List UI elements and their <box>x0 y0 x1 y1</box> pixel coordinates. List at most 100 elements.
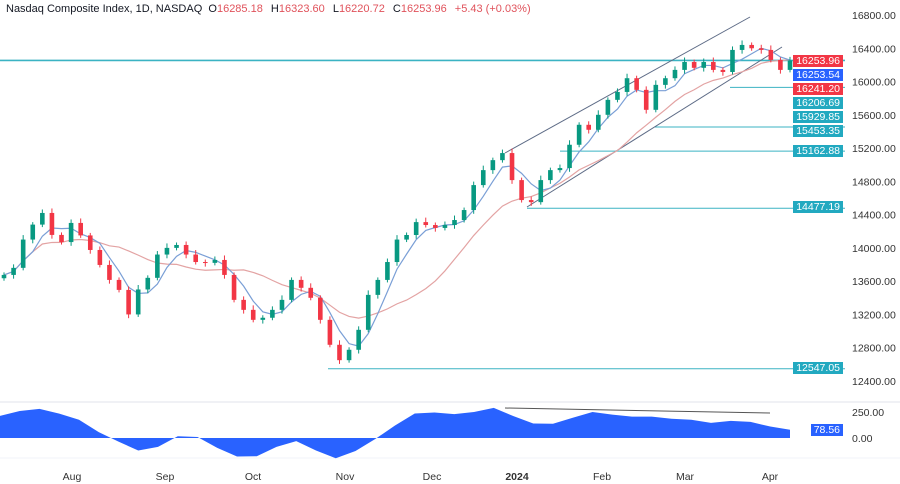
candle-body <box>548 170 553 181</box>
price-tick-label: 13600.00 <box>852 276 896 288</box>
candle <box>548 167 553 184</box>
candle <box>222 255 227 279</box>
candle <box>509 148 515 184</box>
candle-body <box>135 289 141 315</box>
candle <box>682 57 687 74</box>
price-tick-label: 12400.00 <box>852 376 896 388</box>
candle <box>174 242 179 251</box>
candle-body <box>78 222 83 236</box>
price-tick-label: 15600.00 <box>852 110 896 122</box>
candle <box>183 241 189 259</box>
candle <box>126 286 131 319</box>
candle-body <box>318 297 323 320</box>
candle <box>442 221 448 231</box>
candle <box>241 296 246 314</box>
candle <box>270 306 275 321</box>
open-value: 16285.18 <box>216 3 263 15</box>
candle-body <box>385 262 390 280</box>
candle-body <box>155 254 160 278</box>
price-label: 15929.85 <box>793 111 843 123</box>
time-tick-label: Dec <box>423 471 442 483</box>
price-label: 16206.69 <box>793 97 843 109</box>
candle-body <box>720 69 726 72</box>
candle-body <box>260 317 266 320</box>
time-tick-label: Apr <box>762 471 779 483</box>
candle <box>605 97 611 119</box>
candle <box>720 67 726 76</box>
candle <box>20 235 26 271</box>
close-value: 16253.96 <box>400 3 447 15</box>
candle <box>145 275 151 294</box>
candle-body <box>241 299 246 310</box>
candle <box>672 66 678 81</box>
candle-body <box>509 153 515 181</box>
time-tick-label: Sep <box>156 471 175 483</box>
time-tick-label: 2024 <box>505 471 529 483</box>
candle-body <box>433 225 438 228</box>
candle <box>78 218 83 238</box>
candle <box>279 295 285 314</box>
candle <box>768 45 774 63</box>
price-tick-label: 14800.00 <box>852 176 896 188</box>
candle-body <box>787 60 793 70</box>
time-tick-label: Nov <box>336 471 355 483</box>
candle-body <box>308 287 314 298</box>
price-label: 12547.05 <box>793 362 843 374</box>
channel-lower-line <box>526 46 783 208</box>
candle-body <box>480 170 486 186</box>
candle <box>739 40 745 54</box>
chart-header: Nasdaq Composite Index, 1D, NASDAQ O1628… <box>6 3 536 15</box>
candle-body <box>59 234 64 243</box>
candle-body <box>337 344 342 361</box>
candle <box>615 88 620 103</box>
candle-body <box>145 277 151 290</box>
candle <box>758 44 764 54</box>
close-key: C <box>392 3 401 15</box>
price-label: 14477.19 <box>793 201 843 213</box>
candle-body <box>701 61 707 68</box>
time-tick-label: Aug <box>63 471 82 483</box>
candle <box>250 305 256 323</box>
candle <box>711 57 716 73</box>
candle <box>107 260 112 284</box>
time-tick-label: Feb <box>593 471 611 483</box>
candle-body <box>231 274 237 300</box>
candle <box>413 218 419 239</box>
candle <box>490 157 496 174</box>
candle <box>365 290 371 333</box>
candle <box>231 272 237 303</box>
candle-body <box>758 48 764 50</box>
candle <box>260 315 266 324</box>
candle <box>586 121 592 134</box>
candle-body <box>672 69 678 79</box>
candle <box>452 215 457 229</box>
candle <box>135 284 141 317</box>
candle <box>778 57 783 74</box>
price-label: 16253.96 <box>793 55 843 67</box>
candle-body <box>691 61 697 68</box>
price-tick-label: 12800.00 <box>852 343 896 355</box>
candle-body <box>346 349 352 361</box>
candle <box>375 277 381 299</box>
candle-body <box>174 244 179 248</box>
candle <box>298 276 304 292</box>
candle-body <box>49 212 55 235</box>
indicator-tick-label: 0.00 <box>852 433 873 445</box>
candle-body <box>423 222 429 226</box>
candle <box>528 196 534 206</box>
change-value: +5.43 (+0.03%) <box>454 3 531 15</box>
candle-body <box>634 78 639 90</box>
candle <box>385 258 390 283</box>
candle-body <box>452 220 457 226</box>
price-tick-label: 16000.00 <box>852 77 896 89</box>
candle <box>318 295 323 324</box>
candle <box>701 58 707 72</box>
time-tick-label: Mar <box>676 471 695 483</box>
candle <box>49 208 55 239</box>
candle <box>538 175 544 205</box>
candle-body <box>40 212 45 225</box>
candle <box>567 140 572 172</box>
ma-fast-line <box>3 47 791 347</box>
